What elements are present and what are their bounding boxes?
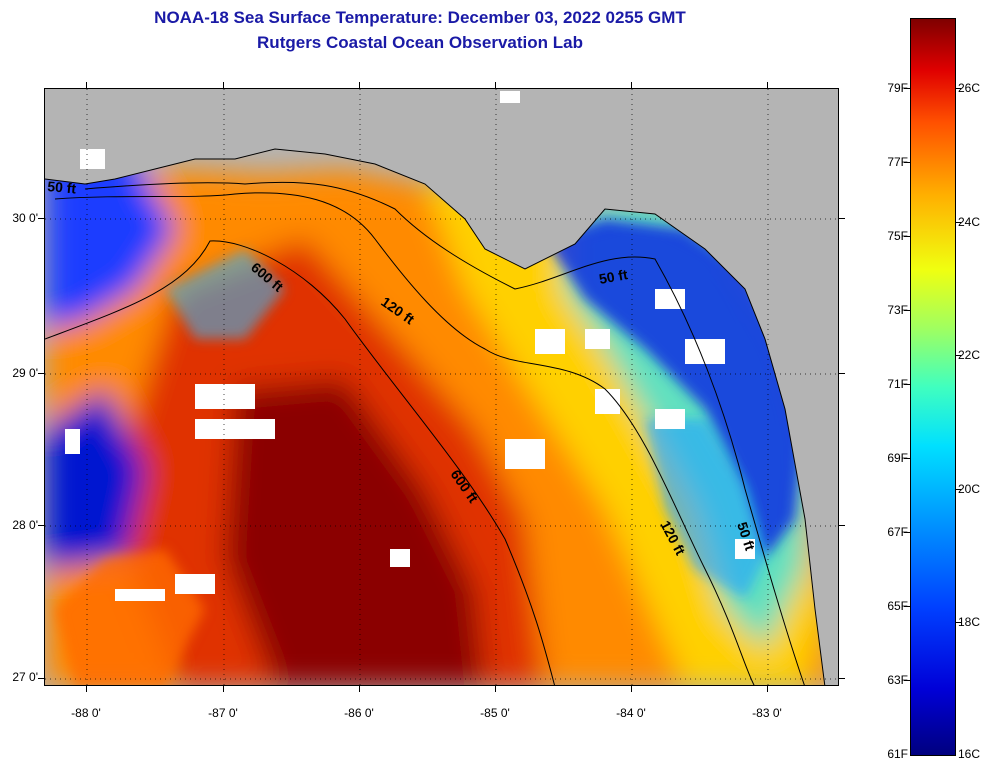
title-line-2: Rutgers Coastal Ocean Observation Lab (257, 33, 583, 52)
colorbar-f-label: 75F (887, 229, 908, 243)
colorbar-c-label: 20C (958, 482, 981, 496)
lat-label-30: 30 0' (12, 211, 38, 225)
colorbar-f-label: 77F (887, 155, 908, 169)
colorbar-c-label: 24C (958, 215, 981, 229)
lon-label-83: -83 0' (752, 706, 782, 720)
colorbar-c-label: 16C (958, 747, 981, 761)
lon-label-85: -85 0' (480, 706, 510, 720)
lon-label-87: -87 0' (208, 706, 238, 720)
colorbar-f-label: 65F (887, 599, 908, 613)
sst-map[interactable]: 600 ft 120 ft 50 ft 600 ft 120 ft 50 ft … (44, 88, 839, 686)
colorbar-c-label: 22C (958, 348, 981, 362)
lon-label-84: -84 0' (616, 706, 646, 720)
lat-label-29: 29 0' (12, 366, 38, 380)
colorbar-f-label: 69F (887, 451, 908, 465)
sst-map-graphic: 600 ft 120 ft 50 ft 600 ft 120 ft 50 ft … (45, 89, 838, 685)
colorbar-f-label: 71F (887, 377, 908, 391)
colorbar-f-label: 79F (887, 81, 908, 95)
colorbar-c-label: 26C (958, 81, 981, 95)
colorbar-f-label: 63F (887, 673, 908, 687)
contour-label: 50 ft (598, 266, 629, 287)
contour-label: 50 ft (47, 178, 77, 196)
lon-label-86: -86 0' (344, 706, 374, 720)
colorbar (910, 18, 956, 756)
lon-label-88: -88 0' (71, 706, 101, 720)
colorbar-f-label: 67F (887, 525, 908, 539)
colorbar-f-label: 73F (887, 303, 908, 317)
lat-label-27: 27 0' (12, 670, 38, 684)
title-line-1: NOAA-18 Sea Surface Temperature: Decembe… (154, 8, 686, 27)
colorbar-c-label: 18C (958, 615, 981, 629)
colorbar-f-label: 61F (887, 747, 908, 761)
lat-label-28: 28 0' (12, 518, 38, 532)
